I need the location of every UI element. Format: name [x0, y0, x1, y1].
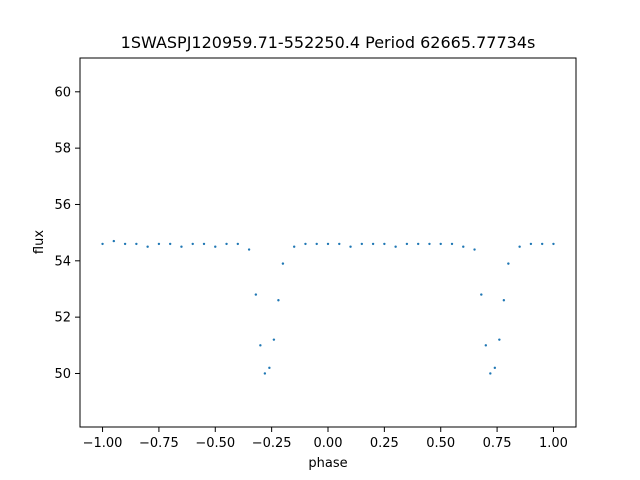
x-tick-label: −0.25: [252, 436, 292, 451]
data-point: [502, 299, 506, 302]
data-point: [540, 242, 544, 246]
data-point: [480, 293, 483, 296]
data-point: [439, 242, 442, 246]
y-tick-label: 50: [54, 367, 71, 382]
data-point: [349, 245, 352, 248]
data-point: [529, 242, 533, 246]
data-point: [489, 372, 492, 375]
data-point: [383, 242, 386, 246]
data-point: [259, 344, 262, 347]
data-point: [326, 242, 330, 246]
data-point: [272, 338, 276, 341]
data-point: [498, 338, 501, 341]
data-point: [552, 242, 555, 246]
data-point: [405, 242, 409, 246]
data-point: [277, 299, 280, 302]
data-point: [225, 242, 228, 246]
data-point: [236, 242, 240, 246]
data-point: [281, 262, 285, 265]
data-point: [254, 293, 258, 296]
y-axis-label: flux: [32, 230, 47, 254]
x-tick-label: 0.75: [483, 436, 512, 451]
x-tick-label: −0.50: [195, 436, 235, 451]
x-tick-label: −0.75: [139, 436, 179, 451]
data-point: [416, 242, 420, 246]
data-point: [263, 372, 267, 375]
y-axis-ticks: 50 52 54 56 58 60: [54, 85, 80, 382]
data-point: [247, 248, 251, 251]
data-point: [268, 366, 271, 370]
data-point: [315, 242, 318, 246]
data-point: [292, 245, 296, 248]
data-point: [202, 242, 206, 246]
data-point: [214, 245, 217, 248]
data-point: [360, 242, 364, 246]
data-point: [338, 242, 341, 246]
x-axis-ticks: −1.00 −0.75 −0.50 −0.25 0.00 0.25 0.50 0.75 1.00: [83, 427, 568, 451]
data-point: [493, 366, 497, 370]
data-point: [135, 242, 138, 246]
data-point: [191, 242, 194, 246]
data-point: [304, 242, 307, 246]
x-tick-label: 0.00: [314, 436, 343, 451]
y-tick-label: 60: [54, 85, 71, 100]
data-point: [146, 245, 149, 248]
data-point: [112, 239, 116, 243]
x-axis-label: phase: [308, 456, 347, 471]
scatter-points: [101, 239, 555, 375]
data-point: [180, 245, 183, 248]
data-point: [507, 262, 510, 265]
data-point: [473, 248, 476, 251]
y-tick-label: 52: [54, 311, 71, 326]
data-point: [123, 242, 127, 246]
data-point: [484, 344, 488, 347]
x-tick-label: 0.50: [426, 436, 455, 451]
x-tick-label: −1.00: [83, 436, 123, 451]
y-tick-label: 58: [54, 142, 71, 157]
y-tick-label: 56: [54, 198, 71, 213]
x-tick-label: 1.00: [539, 436, 568, 451]
data-point: [168, 242, 172, 246]
chart-title: 1SWASPJ120959.71-552250.4 Period 62665.7…: [121, 33, 536, 52]
data-point: [450, 242, 454, 246]
y-tick-label: 54: [54, 254, 71, 269]
data-point: [428, 242, 431, 246]
data-point: [101, 242, 104, 246]
data-point: [518, 245, 521, 248]
data-point: [462, 245, 465, 248]
x-tick-label: 0.25: [370, 436, 399, 451]
data-point: [157, 242, 161, 246]
data-point: [394, 245, 397, 248]
data-point: [371, 242, 375, 246]
